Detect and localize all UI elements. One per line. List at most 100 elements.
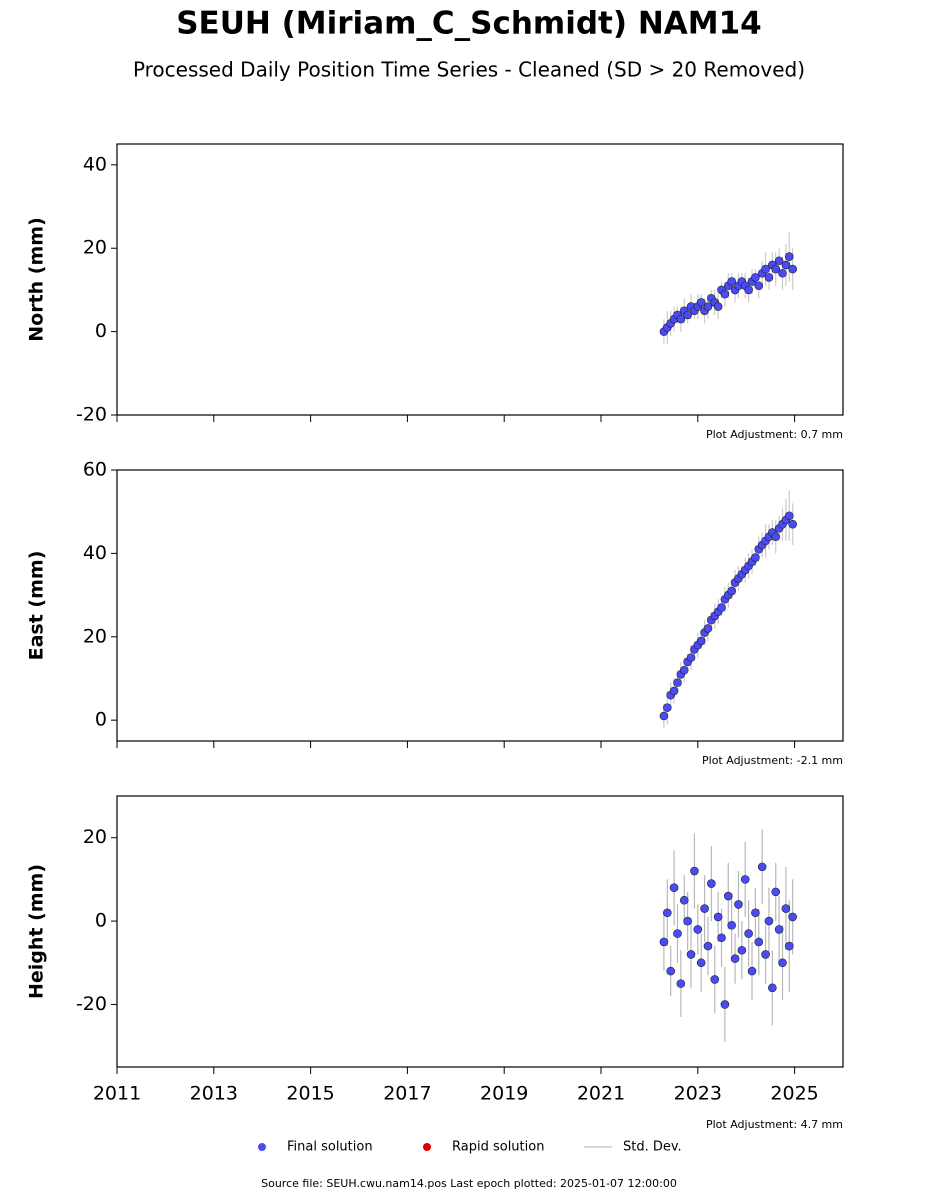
y-tick-label: -20 xyxy=(76,404,107,426)
data-point xyxy=(679,895,689,905)
data-point xyxy=(771,887,781,897)
footer: Source file: SEUH.cwu.nam14.pos Last epo… xyxy=(261,1177,677,1190)
adjustment-note: Plot Adjustment: 4.7 mm xyxy=(706,1118,843,1131)
data-point xyxy=(781,904,791,913)
adjustment-note: Plot Adjustment: 0.7 mm xyxy=(706,428,843,441)
y-tick-label: 0 xyxy=(95,320,107,342)
data-point xyxy=(703,624,713,633)
title: SEUH (Miriam_C_Schmidt) NAM14 xyxy=(176,6,762,42)
x-tick-label: 2017 xyxy=(383,1083,431,1105)
data-point xyxy=(727,586,736,596)
data-point xyxy=(679,665,689,675)
data-point xyxy=(717,603,726,612)
y-tick-label: 40 xyxy=(83,153,107,175)
data-point xyxy=(744,929,753,938)
data-point xyxy=(720,289,730,299)
data-point xyxy=(683,310,692,320)
data-point xyxy=(686,950,696,959)
data-point xyxy=(778,268,787,278)
data-point xyxy=(703,941,713,951)
y-tick-label: 20 xyxy=(83,237,107,259)
legend-marker xyxy=(423,1143,431,1151)
data-point xyxy=(710,975,720,984)
y-tick-label: 40 xyxy=(83,542,107,564)
x-tick-label: 2023 xyxy=(674,1083,722,1105)
data-point xyxy=(751,553,760,562)
data-point xyxy=(751,908,760,918)
plot-frame xyxy=(116,795,844,1068)
data-point xyxy=(713,302,723,311)
data-point xyxy=(788,912,797,922)
y-axis-label: Height (mm) xyxy=(26,864,48,999)
x-tick-label: 2019 xyxy=(480,1083,528,1105)
data-point xyxy=(663,908,672,918)
adjustment-note: Plot Adjustment: -2.1 mm xyxy=(702,754,843,767)
data-point xyxy=(676,314,686,324)
data-point xyxy=(788,264,797,274)
data-point xyxy=(764,916,774,926)
y-tick-label: -20 xyxy=(76,993,107,1015)
data-point xyxy=(696,636,706,646)
y-tick-label: 0 xyxy=(95,910,107,932)
data-point xyxy=(713,912,723,922)
x-tick-label: 2011 xyxy=(93,1083,141,1105)
y-tick-label: 60 xyxy=(83,459,107,481)
data-point xyxy=(700,904,709,913)
plot-frame xyxy=(116,143,844,416)
data-point xyxy=(720,1000,730,1009)
data-point xyxy=(663,703,672,712)
y-axis-label: East (mm) xyxy=(26,551,48,661)
data-point xyxy=(673,678,682,687)
data-point xyxy=(717,933,726,943)
data-point xyxy=(690,866,699,876)
data-point xyxy=(730,954,740,963)
data-point xyxy=(761,264,770,274)
data-point xyxy=(676,979,686,988)
data-point xyxy=(774,256,784,266)
data-point xyxy=(734,900,743,909)
y-tick-label: 20 xyxy=(83,826,107,848)
data-point xyxy=(696,298,706,307)
data-point xyxy=(771,532,781,542)
data-point xyxy=(696,958,706,968)
legend-label: Std. Dev. xyxy=(623,1140,682,1155)
data-point xyxy=(781,260,791,270)
data-point xyxy=(757,862,767,872)
data-point xyxy=(771,264,781,274)
data-point xyxy=(707,879,716,888)
legend-label: Rapid solution xyxy=(452,1140,544,1155)
data-point xyxy=(754,281,764,291)
data-point xyxy=(744,285,753,295)
x-tick-label: 2013 xyxy=(190,1083,238,1105)
data-point xyxy=(768,983,777,993)
x-tick-label: 2025 xyxy=(770,1083,818,1105)
data-point xyxy=(669,686,679,696)
data-point xyxy=(659,937,669,947)
y-tick-label: 20 xyxy=(83,625,107,647)
plot-frame xyxy=(116,469,844,742)
legend-marker xyxy=(258,1143,266,1151)
legend-label: Final solution xyxy=(287,1140,373,1155)
data-point xyxy=(761,950,770,959)
data-point xyxy=(727,920,736,930)
data-point xyxy=(751,273,760,282)
data-point xyxy=(784,252,794,261)
data-point xyxy=(669,883,679,893)
data-point xyxy=(683,916,692,926)
data-point xyxy=(673,929,682,938)
data-point xyxy=(686,653,696,662)
data-point xyxy=(747,966,757,976)
y-tick-label: 0 xyxy=(95,709,107,731)
data-point xyxy=(754,937,764,947)
data-point xyxy=(703,302,713,311)
subtitle: Processed Daily Position Time Series - C… xyxy=(133,58,805,82)
data-point xyxy=(788,519,797,529)
data-point xyxy=(740,875,750,884)
x-tick-label: 2015 xyxy=(286,1083,334,1105)
data-point xyxy=(693,925,703,934)
data-point xyxy=(784,511,794,521)
data-point xyxy=(774,925,784,934)
data-point xyxy=(764,273,774,282)
data-point xyxy=(723,891,733,901)
